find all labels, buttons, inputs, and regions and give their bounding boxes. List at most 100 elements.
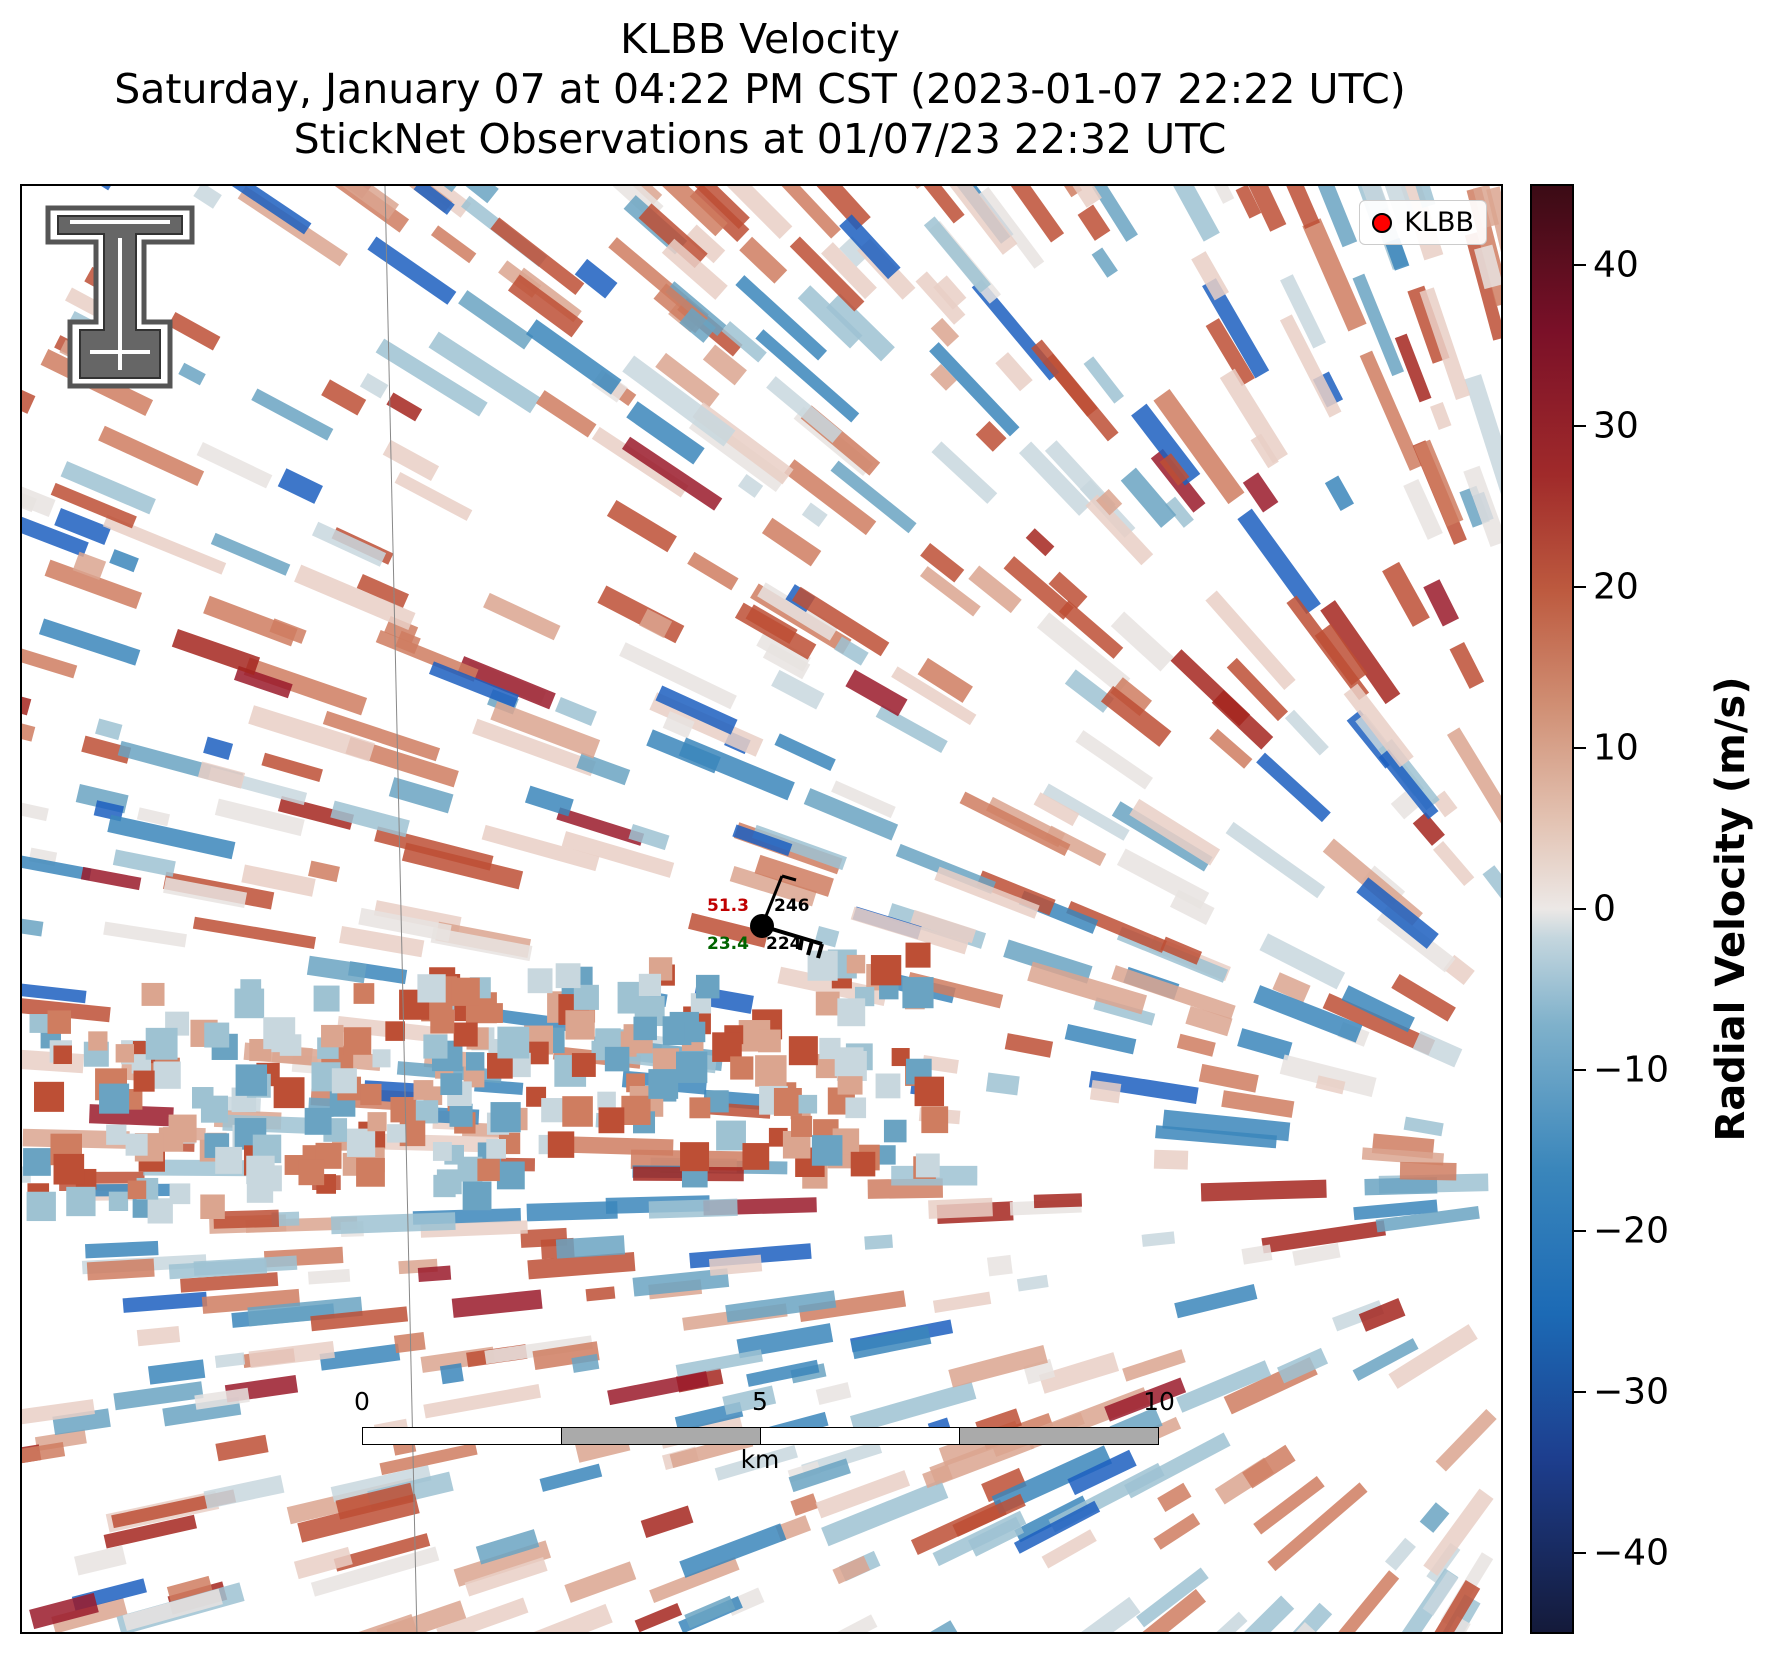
velocity-bin — [375, 338, 488, 417]
velocity-bin — [1157, 1482, 1192, 1512]
velocity-bin — [483, 592, 561, 641]
velocity-bin — [932, 1291, 992, 1314]
velocity-bin — [905, 942, 931, 968]
velocity-bin — [565, 1010, 595, 1040]
velocity-bin — [1361, 186, 1416, 225]
velocity-bin — [1064, 669, 1114, 713]
map-title-block: KLBB Velocity Saturday, January 07 at 04… — [0, 14, 1520, 164]
velocity-bin — [564, 1561, 637, 1603]
velocity-bin — [850, 1151, 876, 1177]
velocity-bin — [23, 1148, 51, 1176]
velocity-bin — [1417, 1580, 1481, 1632]
velocity-bin — [1375, 1206, 1480, 1233]
velocity-bin — [180, 1272, 279, 1293]
velocity-bin — [716, 1120, 746, 1151]
velocity-bin — [51, 1597, 128, 1632]
velocity-bin — [561, 831, 675, 878]
title-line-3: StickNet Observations at 01/07/23 22:32 … — [293, 115, 1227, 163]
velocity-bin — [933, 275, 967, 310]
velocity-bin — [107, 814, 236, 860]
velocity-bin — [178, 362, 206, 386]
velocity-bin — [193, 186, 222, 209]
velocity-bin — [535, 390, 597, 438]
velocity-bin — [453, 1540, 552, 1587]
velocity-bin — [88, 1031, 108, 1051]
velocity-bin — [887, 186, 965, 224]
velocity-bin — [474, 1079, 524, 1095]
velocity-bin — [451, 1289, 543, 1318]
colorbar-tick-label: −10 — [1593, 1049, 1669, 1091]
velocity-bin — [333, 1533, 431, 1572]
velocity-bin — [910, 909, 977, 944]
velocity-bin — [737, 473, 764, 498]
velocity-bin — [95, 718, 123, 741]
velocity-bin — [1153, 1512, 1201, 1550]
velocity-bin — [1235, 1595, 1295, 1632]
velocity-bin — [1120, 467, 1177, 528]
velocity-bin — [789, 236, 865, 312]
velocity-bin — [1237, 508, 1321, 615]
colorbar-tick — [1574, 1230, 1586, 1233]
scale-label-10: 10 — [1143, 1387, 1175, 1416]
velocity-bin — [106, 1124, 127, 1145]
velocity-bin — [714, 1444, 798, 1481]
velocity-bin — [462, 1181, 492, 1211]
velocity-bin — [451, 977, 480, 1006]
colorbar: 40 30 20 10 0 −10 −20 −30 −40 Radial Velocity (m… — [1525, 184, 1773, 1634]
velocity-bin — [1176, 1033, 1216, 1057]
velocity-bin — [834, 636, 869, 666]
velocity-bin — [1272, 972, 1311, 1003]
velocity-bin — [876, 1145, 896, 1165]
velocity-bin — [1261, 1220, 1386, 1254]
velocity-bin — [423, 1384, 541, 1419]
velocity-bin — [1332, 1300, 1385, 1332]
velocity-bin — [845, 1097, 867, 1119]
velocity-bin — [755, 1055, 787, 1087]
velocity-bin — [591, 426, 689, 498]
velocity-bin — [1431, 790, 1458, 818]
velocity-bin — [1256, 752, 1331, 823]
velocity-bin — [346, 1128, 376, 1157]
velocity-bin — [53, 1153, 85, 1185]
scale-segment-1 — [362, 1427, 562, 1445]
velocity-bin — [261, 752, 323, 782]
velocity-bin — [1013, 1500, 1101, 1554]
velocity-bin — [1067, 1449, 1137, 1496]
velocity-bin — [1042, 783, 1130, 841]
velocity-bin — [367, 236, 457, 305]
velocity-bin — [375, 630, 479, 682]
radar-map-panel[interactable]: KLBB 51.3 246 23.4 224 — [20, 184, 1503, 1634]
velocity-bin — [413, 1080, 434, 1100]
velocity-bin — [233, 665, 293, 699]
velocity-bin — [1066, 901, 1167, 953]
velocity-bin — [428, 661, 519, 708]
velocity-bin — [136, 807, 170, 827]
velocity-bin — [1356, 877, 1439, 949]
velocity-bin — [1198, 1063, 1259, 1093]
velocity-bin — [163, 877, 248, 909]
velocity-bin — [382, 439, 440, 481]
velocity-bin — [746, 1359, 820, 1387]
velocity-bin — [555, 1235, 626, 1259]
velocity-bin — [1394, 333, 1432, 403]
velocity-bin — [555, 1135, 674, 1156]
velocity-bin — [112, 849, 176, 877]
velocity-bin — [417, 1265, 452, 1283]
velocity-bin — [632, 1268, 730, 1297]
velocity-bin — [798, 186, 871, 231]
velocity-bin — [321, 1024, 344, 1048]
velocity-bin — [80, 866, 142, 891]
velocity-bin — [1353, 1199, 1438, 1221]
velocity-bin — [917, 657, 973, 703]
velocity-bin — [331, 1068, 357, 1094]
velocity-bin — [297, 1493, 420, 1543]
velocity-bin — [200, 1095, 228, 1123]
velocity-bin — [864, 1234, 893, 1250]
velocity-bin — [526, 1201, 618, 1222]
velocity-bin — [547, 1131, 575, 1158]
velocity-bin — [638, 203, 708, 269]
velocity-bin — [313, 985, 340, 1012]
velocity-bin — [196, 441, 273, 489]
velocity-bin — [490, 217, 585, 295]
velocity-bin — [298, 1159, 325, 1186]
